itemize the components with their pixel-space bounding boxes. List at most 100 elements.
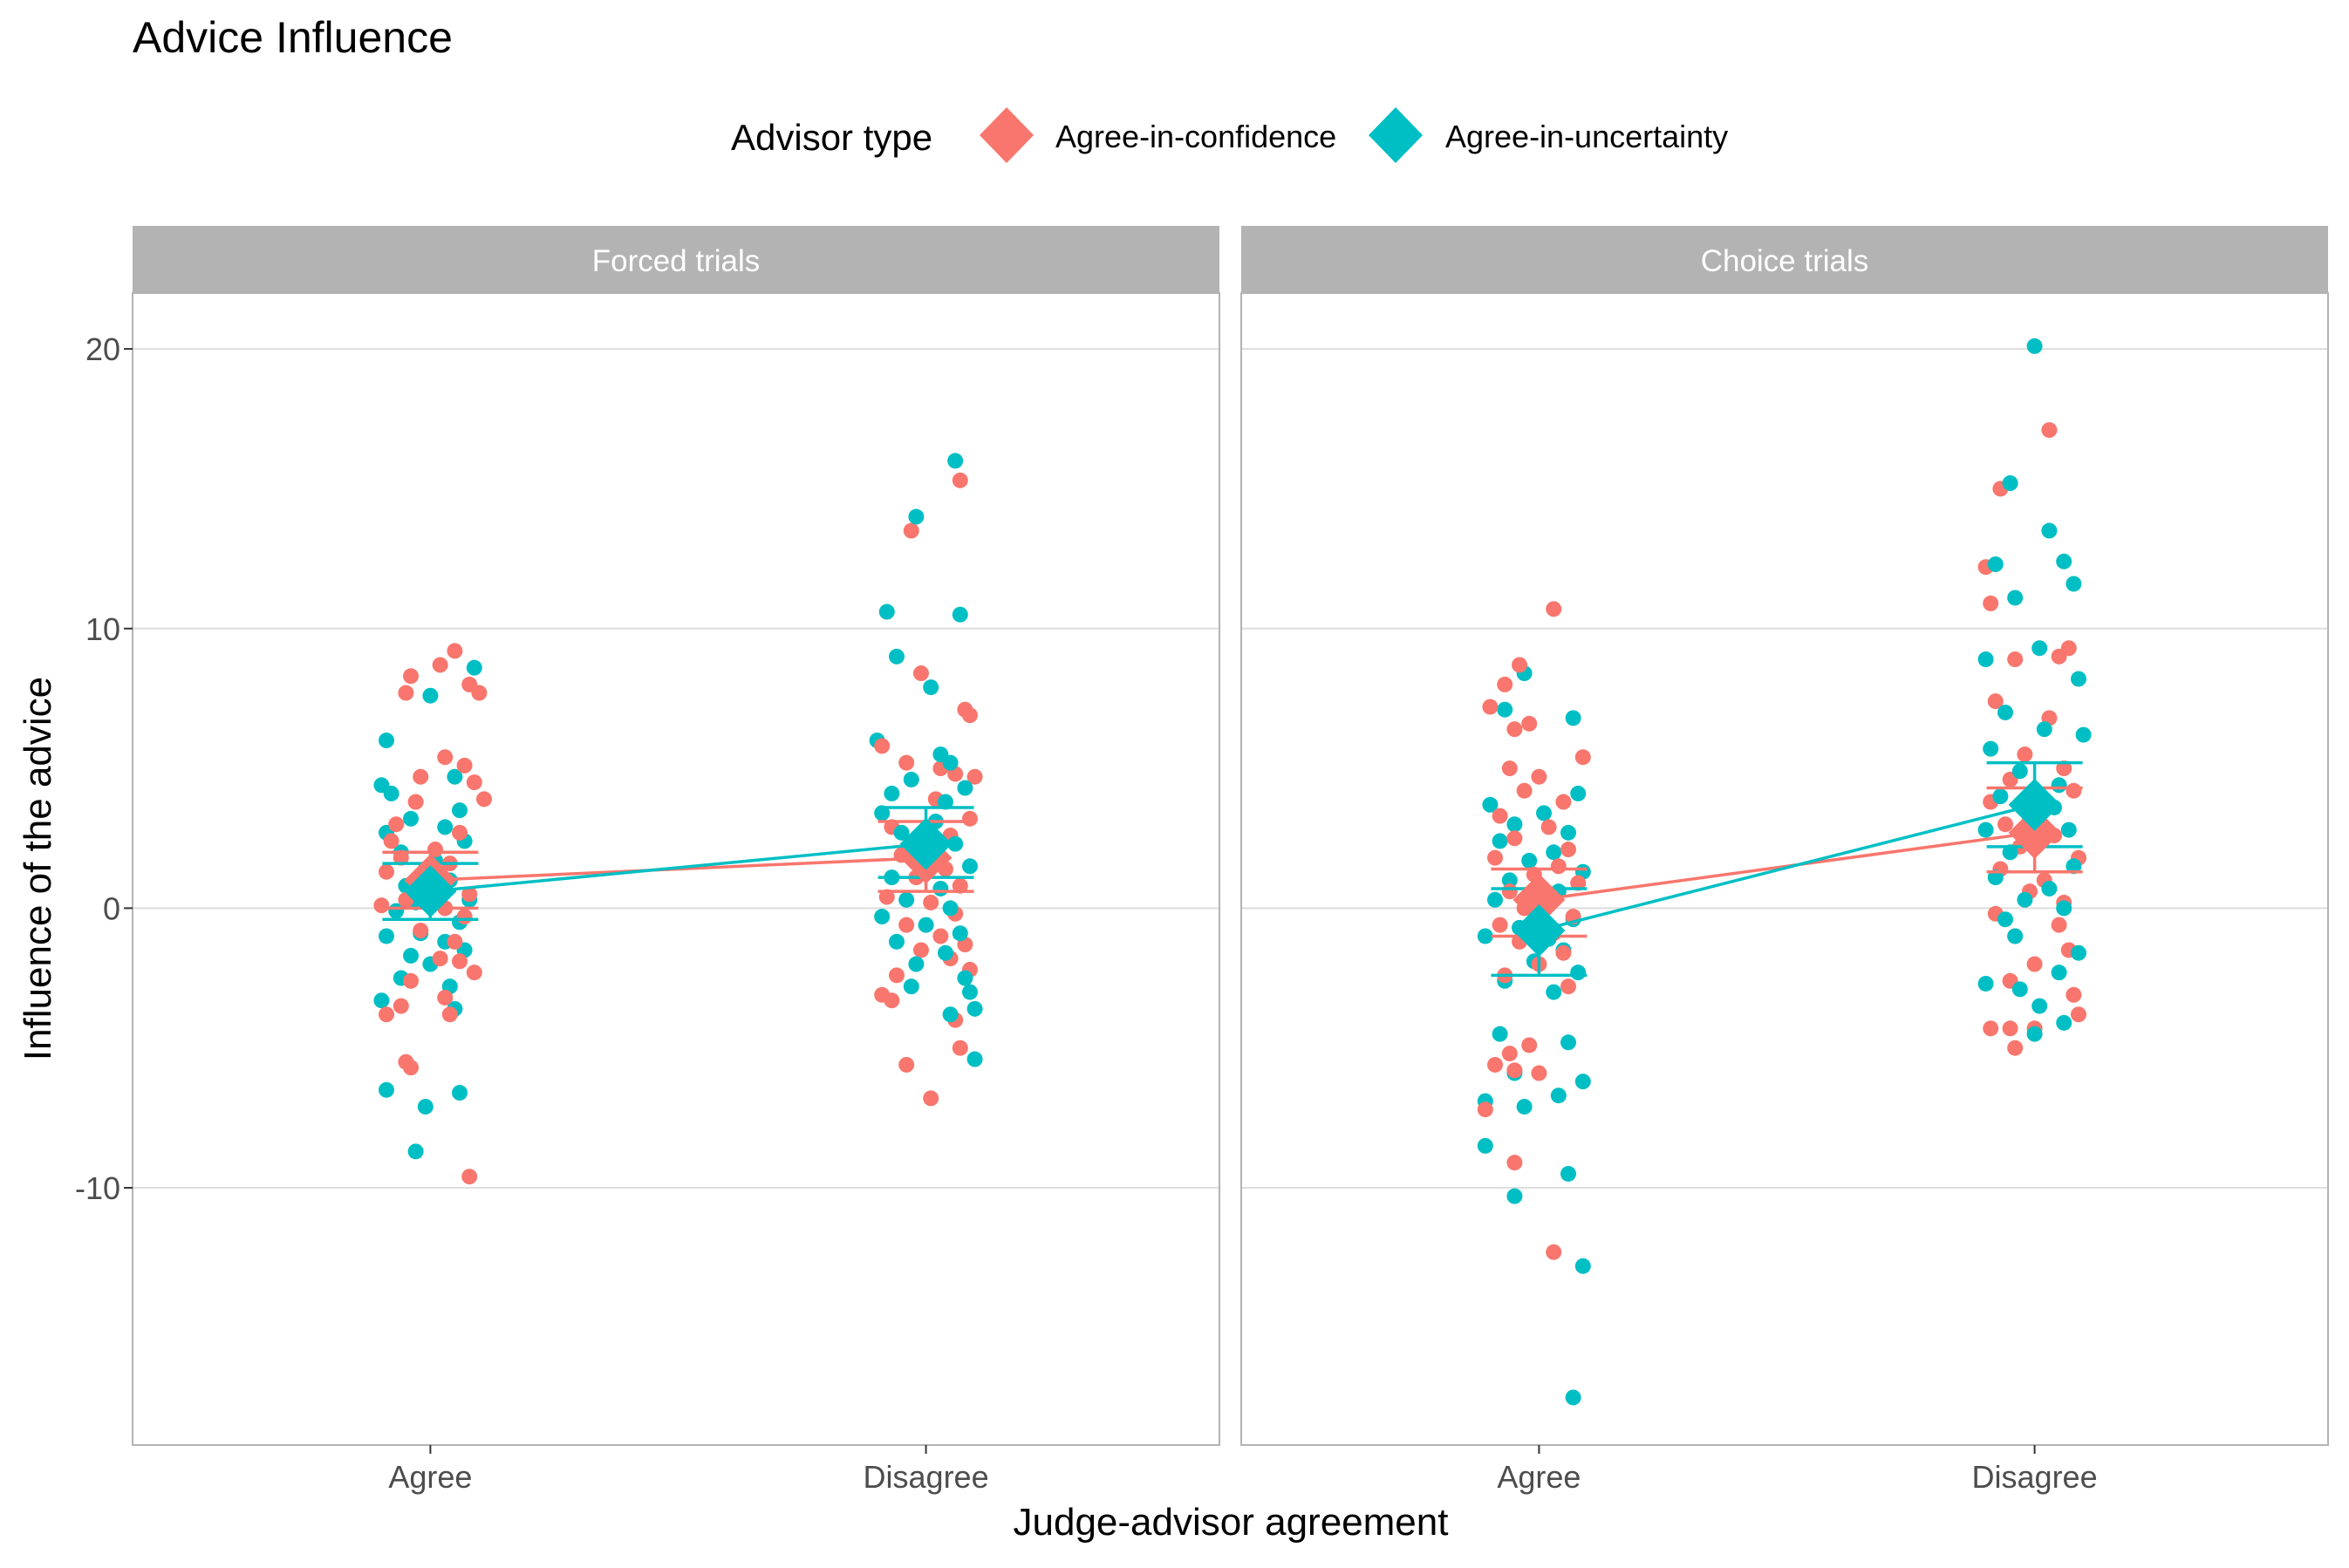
y-axis-title: Influence of the advice [17,677,59,1060]
data-point-confidence [398,685,414,701]
data-point-uncertainty [2036,721,2052,738]
x-tick-label: Agree [1497,1459,1581,1495]
data-point-confidence [1492,917,1508,933]
mean-marker-uncertainty [2008,778,2061,831]
data-point-uncertainty [2070,671,2086,687]
data-point-uncertainty [903,771,919,787]
data-point-uncertainty [1492,1026,1508,1042]
data-point-confidence [383,833,399,849]
data-point-confidence [2066,782,2082,799]
data-point-confidence [2056,760,2072,777]
data-point-uncertainty [1501,872,1518,889]
data-point-uncertainty [2041,522,2058,539]
data-point-uncertainty [2051,777,2067,794]
data-point-uncertainty [1560,1034,1577,1051]
mean-marker-uncertainty [899,817,953,870]
data-point-confidence [912,942,929,958]
data-point-confidence [932,928,949,944]
data-point-confidence [1555,944,1572,961]
data-point-confidence [961,707,978,724]
data-point-uncertainty [1492,833,1508,849]
legend-key-agree-in-uncertainty [1369,107,1423,163]
data-point-uncertainty [403,947,420,964]
data-point-confidence [1560,842,1577,858]
data-point-confidence [407,794,424,810]
data-point-confidence [912,665,929,682]
data-point-uncertainty [957,780,973,796]
data-point-uncertainty [379,928,395,944]
data-point-confidence [393,998,409,1014]
data-point-confidence [952,472,968,488]
data-point-uncertainty [961,858,978,875]
data-point-confidence [1997,816,2013,833]
data-point-uncertainty [1560,824,1577,841]
data-point-confidence [461,1169,478,1185]
data-point-uncertainty [1992,788,2009,805]
data-point-uncertainty [2056,553,2072,569]
data-point-uncertainty [1987,869,2004,886]
data-point-uncertainty [1565,710,1581,726]
data-point-confidence [466,965,482,981]
panel-border-choice [1240,292,2329,1446]
data-point-confidence [432,951,448,967]
data-point-uncertainty [952,925,968,942]
data-point-uncertainty [2066,576,2082,592]
data-point-uncertainty [2056,900,2072,917]
data-point-confidence [1546,601,1562,617]
data-point-confidence [461,886,478,903]
data-point-confidence [1516,782,1533,799]
data-point-confidence [903,522,919,539]
data-point-confidence [2051,917,2067,933]
mean-marker-confidence [1513,873,1566,926]
data-point-uncertainty [2031,998,2048,1014]
data-point-uncertainty [437,819,454,835]
legend-item-agree-in-confidence: Agree-in-confidence [980,107,1336,163]
data-point-uncertainty [952,606,968,623]
data-point-uncertainty [452,802,468,819]
data-point-uncertainty [966,1000,983,1017]
data-point-uncertainty [2002,475,2018,492]
data-point-confidence [1546,1244,1562,1260]
data-point-uncertainty [884,785,900,801]
data-point-uncertainty [1983,740,1999,757]
data-point-confidence [476,791,493,808]
data-point-confidence [961,810,978,827]
x-tick-label: Disagree [1972,1459,2098,1495]
data-point-uncertainty [2041,880,2058,896]
data-point-uncertainty [2007,590,2024,606]
data-point-uncertainty [2026,337,2043,354]
data-point-uncertainty [2011,981,2028,998]
data-point-confidence [2017,747,2033,763]
data-point-confidence [1574,749,1591,766]
data-point-uncertainty [2026,1026,2043,1042]
data-point-uncertainty [379,1081,395,1098]
data-point-confidence [1570,875,1587,891]
data-point-uncertainty [1477,1137,1493,1154]
data-point-confidence [2070,1006,2086,1023]
data-point-confidence [884,992,900,1009]
data-point-confidence [874,738,891,754]
data-point-confidence [952,1040,968,1056]
data-point-uncertainty [878,603,895,620]
data-point-confidence [379,863,395,880]
data-point-confidence [1501,760,1518,777]
data-point-uncertainty [947,835,964,852]
legend-title: Advisor type [731,117,932,158]
data-point-confidence [1555,794,1572,810]
data-point-uncertainty [1546,984,1562,1000]
data-point-confidence [388,816,405,833]
data-point-uncertainty [932,880,949,896]
panel-grid-forced [133,348,1219,1190]
panel-grid-choice [1241,348,2328,1190]
data-point-uncertainty [1574,1258,1591,1274]
panel-choice: Choice trials Agree Disagree [1240,226,2329,1495]
data-point-confidence [379,1006,395,1023]
data-point-confidence [1506,1155,1523,1171]
data-point-confidence [923,894,939,910]
data-point-confidence [1521,715,1538,732]
mean-line-uncertainty [430,842,926,893]
data-point-confidence [2026,956,2043,972]
data-point-uncertainty [874,909,891,925]
data-point-uncertainty [942,900,959,917]
data-point-uncertainty [1487,891,1504,908]
